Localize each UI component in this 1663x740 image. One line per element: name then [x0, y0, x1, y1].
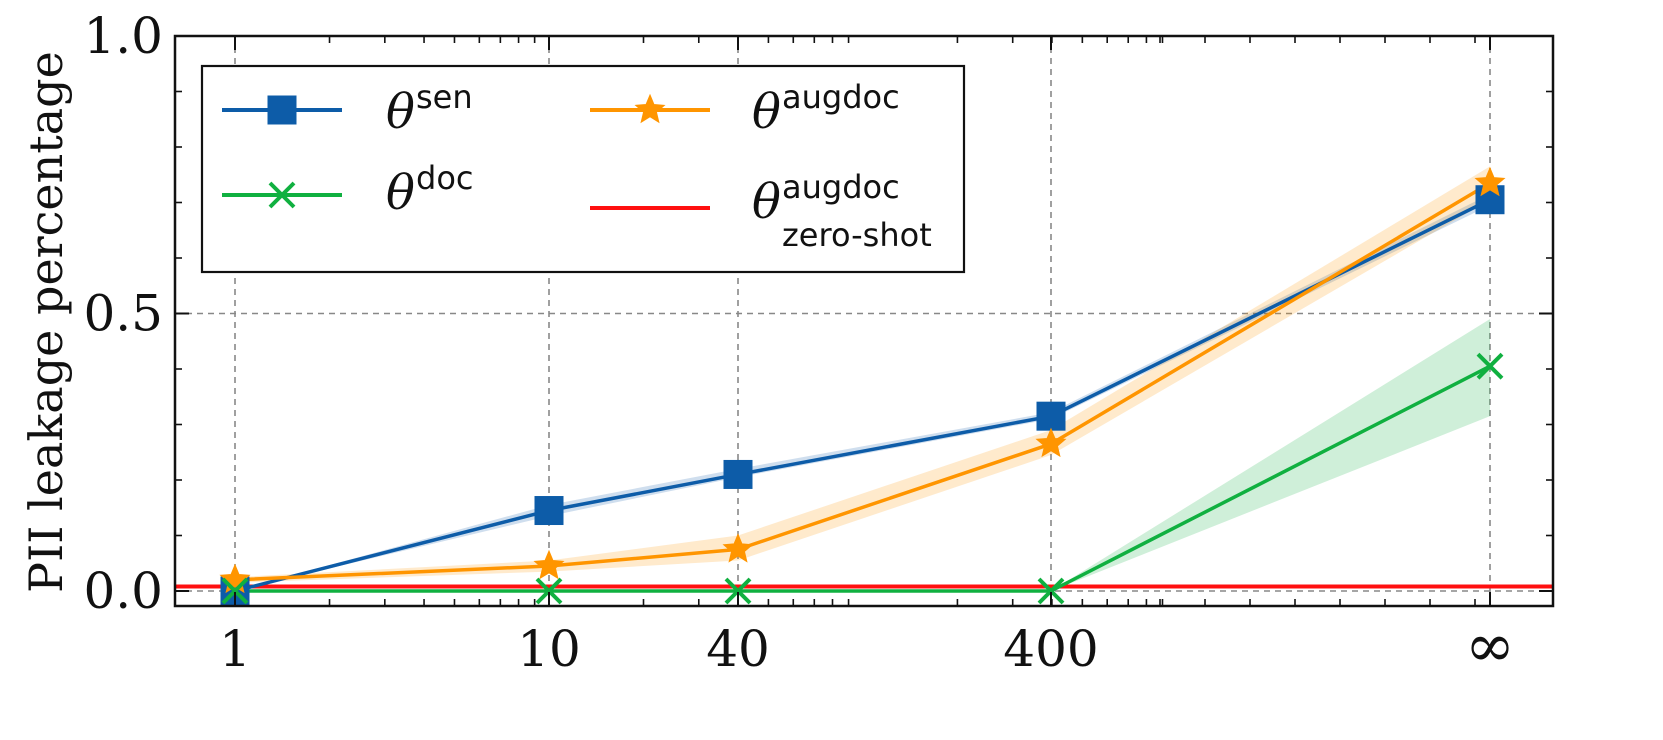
legend-item-sen: θ sen — [222, 78, 473, 140]
y-axis-label: PII leakage percentage — [19, 51, 73, 593]
marker-doc-400 — [1037, 577, 1065, 605]
marker-doc-∞-stroke-b — [1476, 352, 1504, 380]
ytick-label-0.5: 0.5 — [83, 285, 163, 343]
marker-sen-40 — [723, 459, 753, 489]
xtick-label-1: 1 — [219, 620, 251, 678]
marker-sen-∞ — [1475, 185, 1505, 215]
xtick-label-∞: ∞ — [1465, 611, 1515, 681]
legend-sup-sen: sen — [416, 78, 473, 116]
legend-label-sen: θ — [386, 84, 415, 140]
legend-item-doc: θ doc — [222, 159, 473, 221]
legend-marker-sen — [267, 95, 297, 125]
legend-sup-zeroshot: augdoc — [782, 168, 900, 206]
legend-marker-doc — [268, 181, 296, 209]
legend-sub-zeroshot: zero-shot — [782, 216, 932, 254]
marker-doc-1-stroke-b — [221, 577, 249, 605]
legend-item-zeroshot: θ augdoc zero-shot — [590, 168, 932, 254]
legend-sup-augdoc: augdoc — [782, 78, 900, 116]
band-doc — [235, 319, 1490, 591]
marker-doc-10 — [535, 577, 563, 605]
legend-marker-augdoc — [634, 93, 666, 124]
legend-box — [200, 64, 966, 274]
marker-doc-1 — [221, 577, 249, 605]
marker-doc-40-stroke-b — [724, 577, 752, 605]
ytick-label-1.0: 1.0 — [83, 7, 163, 65]
plot-frame — [173, 34, 1555, 608]
marker-augdoc-∞ — [1474, 166, 1506, 197]
marker-doc-40 — [724, 577, 752, 605]
band-augdoc — [235, 166, 1490, 583]
marker-doc-400-stroke-b — [1037, 577, 1065, 605]
marker-sen-10 — [534, 496, 564, 526]
marker-augdoc-40 — [722, 533, 754, 563]
legend-marker-doc-stroke-b — [268, 181, 296, 209]
ytick-label-0.0: 0.0 — [83, 562, 163, 620]
xtick-label-400: 400 — [1003, 620, 1098, 678]
legend-label-doc: θ — [386, 165, 415, 221]
legend-sup-doc: doc — [416, 159, 473, 197]
marker-doc-10-stroke-b — [535, 577, 563, 605]
xtick-label-40: 40 — [706, 620, 770, 678]
axes: 0.0 0.5 1.0 1 10 40 400 ∞ PII leakage percentage — [19, 7, 1555, 681]
confidence-bands — [235, 166, 1490, 592]
series-markers — [219, 166, 1506, 606]
marker-sen-400 — [1036, 401, 1066, 431]
xtick-label-10: 10 — [517, 620, 581, 678]
legend-item-augdoc: θ augdoc — [590, 78, 900, 140]
marker-augdoc-10 — [533, 549, 565, 580]
marker-doc-∞ — [1476, 352, 1504, 380]
legend-label-augdoc: θ — [752, 84, 781, 140]
legend-label-zeroshot: θ — [752, 174, 781, 230]
marker-augdoc-400 — [1035, 427, 1067, 458]
